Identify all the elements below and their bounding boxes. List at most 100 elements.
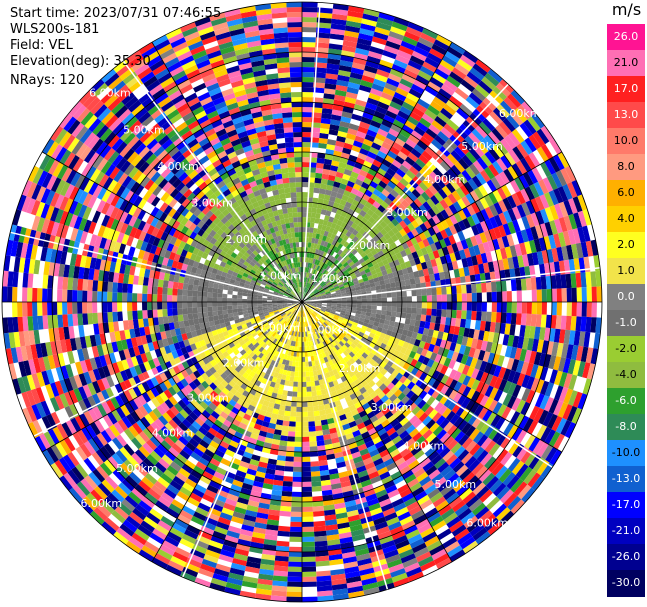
radar-gate [382, 507, 396, 517]
radar-gate [445, 317, 452, 326]
radar-gate [479, 360, 488, 372]
radar-gate [347, 514, 361, 523]
radar-gate [331, 271, 337, 277]
radar-gate [96, 432, 108, 446]
radar-gate [427, 488, 441, 500]
radar-gate [292, 476, 302, 482]
radar-gate [377, 167, 387, 177]
radar-gate [355, 99, 367, 107]
radar-gate [293, 320, 296, 326]
radar-gate [324, 320, 330, 326]
radar-gate [45, 341, 53, 357]
radar-gate [360, 311, 367, 316]
radar-gate [174, 518, 189, 530]
radar-gate [300, 306, 302, 312]
radar-gate [572, 196, 583, 213]
radar-gate [302, 127, 312, 133]
radar-gate [313, 355, 318, 361]
radar-gate [440, 209, 450, 220]
radar-gate [358, 241, 366, 249]
radar-gate [268, 311, 274, 315]
radar-gate [386, 310, 392, 317]
radar-gate [302, 386, 307, 392]
radar-gate [359, 448, 370, 456]
radar-gate [184, 384, 194, 394]
radar-gate [344, 30, 360, 38]
radar-gate [437, 264, 444, 273]
radar-gate [323, 285, 328, 290]
radar-gate [329, 255, 335, 262]
radar-gate [307, 242, 312, 248]
radar-gate [493, 214, 503, 227]
radar-gate [330, 573, 346, 581]
radar-gate [210, 535, 225, 545]
radar-gate [431, 454, 443, 466]
radar-gate [314, 276, 319, 281]
radar-gate [336, 367, 342, 374]
radar-gate [520, 188, 531, 203]
radar-gate [239, 375, 247, 383]
radar-gate [363, 318, 370, 324]
radar-gate [168, 322, 175, 331]
radar-gate [288, 551, 302, 557]
radar-gate [478, 80, 493, 94]
radar-gate [217, 444, 228, 454]
radar-gate [176, 381, 185, 391]
radar-gate [416, 308, 422, 315]
radar-gate [280, 430, 289, 437]
radar-gate [276, 322, 281, 327]
radar-gate [547, 174, 558, 191]
radar-gate [295, 341, 298, 347]
radar-gate [313, 87, 325, 94]
radar-gate [280, 319, 286, 325]
radar-gate [354, 225, 362, 233]
radar-gate [195, 461, 207, 471]
radar-gate [490, 414, 502, 428]
radar-gate [144, 492, 158, 505]
radar-gate [449, 379, 458, 390]
radar-gate [278, 445, 287, 452]
radar-gate [245, 408, 254, 417]
radar-gate [361, 391, 370, 399]
radar-gate [309, 273, 313, 279]
radar-gate [332, 218, 339, 225]
radar-gate [84, 475, 98, 490]
radar-gate [461, 139, 473, 152]
radar-gate [337, 409, 345, 417]
radar-gate [338, 371, 345, 378]
radar-gate [533, 181, 545, 197]
radar-gate [364, 461, 376, 470]
radar-gate [199, 439, 210, 449]
radar-gate [472, 482, 486, 496]
radar-gate [229, 567, 245, 576]
radar-gate [371, 83, 385, 92]
radar-gate [462, 471, 476, 485]
radar-gate [449, 42, 466, 55]
radar-gate [286, 586, 302, 592]
radar-gate [404, 438, 416, 448]
radar-gate [450, 317, 457, 327]
radar-gate [320, 256, 325, 262]
radar-gate [509, 245, 518, 258]
radar-gate [320, 118, 331, 125]
radar-gate [432, 520, 447, 532]
radar-gate [383, 549, 399, 559]
radar-gate [379, 163, 390, 172]
radar-gate [354, 269, 360, 275]
radar-gate [411, 302, 417, 308]
radar-gate [318, 137, 328, 144]
radar-gate [266, 352, 272, 359]
radar-gate [328, 359, 334, 366]
radar-gate [277, 305, 283, 308]
radar-gate [451, 293, 457, 302]
radar-gate [330, 263, 336, 269]
radar-gate [97, 404, 108, 417]
radar-gate [420, 65, 435, 77]
radar-gate [152, 317, 159, 326]
radar-gate [208, 316, 214, 322]
radar-gate [530, 314, 537, 327]
radar-gate [302, 17, 317, 23]
radar-gate [157, 316, 164, 325]
radar-gate [311, 237, 316, 244]
radar-gate [551, 172, 563, 189]
